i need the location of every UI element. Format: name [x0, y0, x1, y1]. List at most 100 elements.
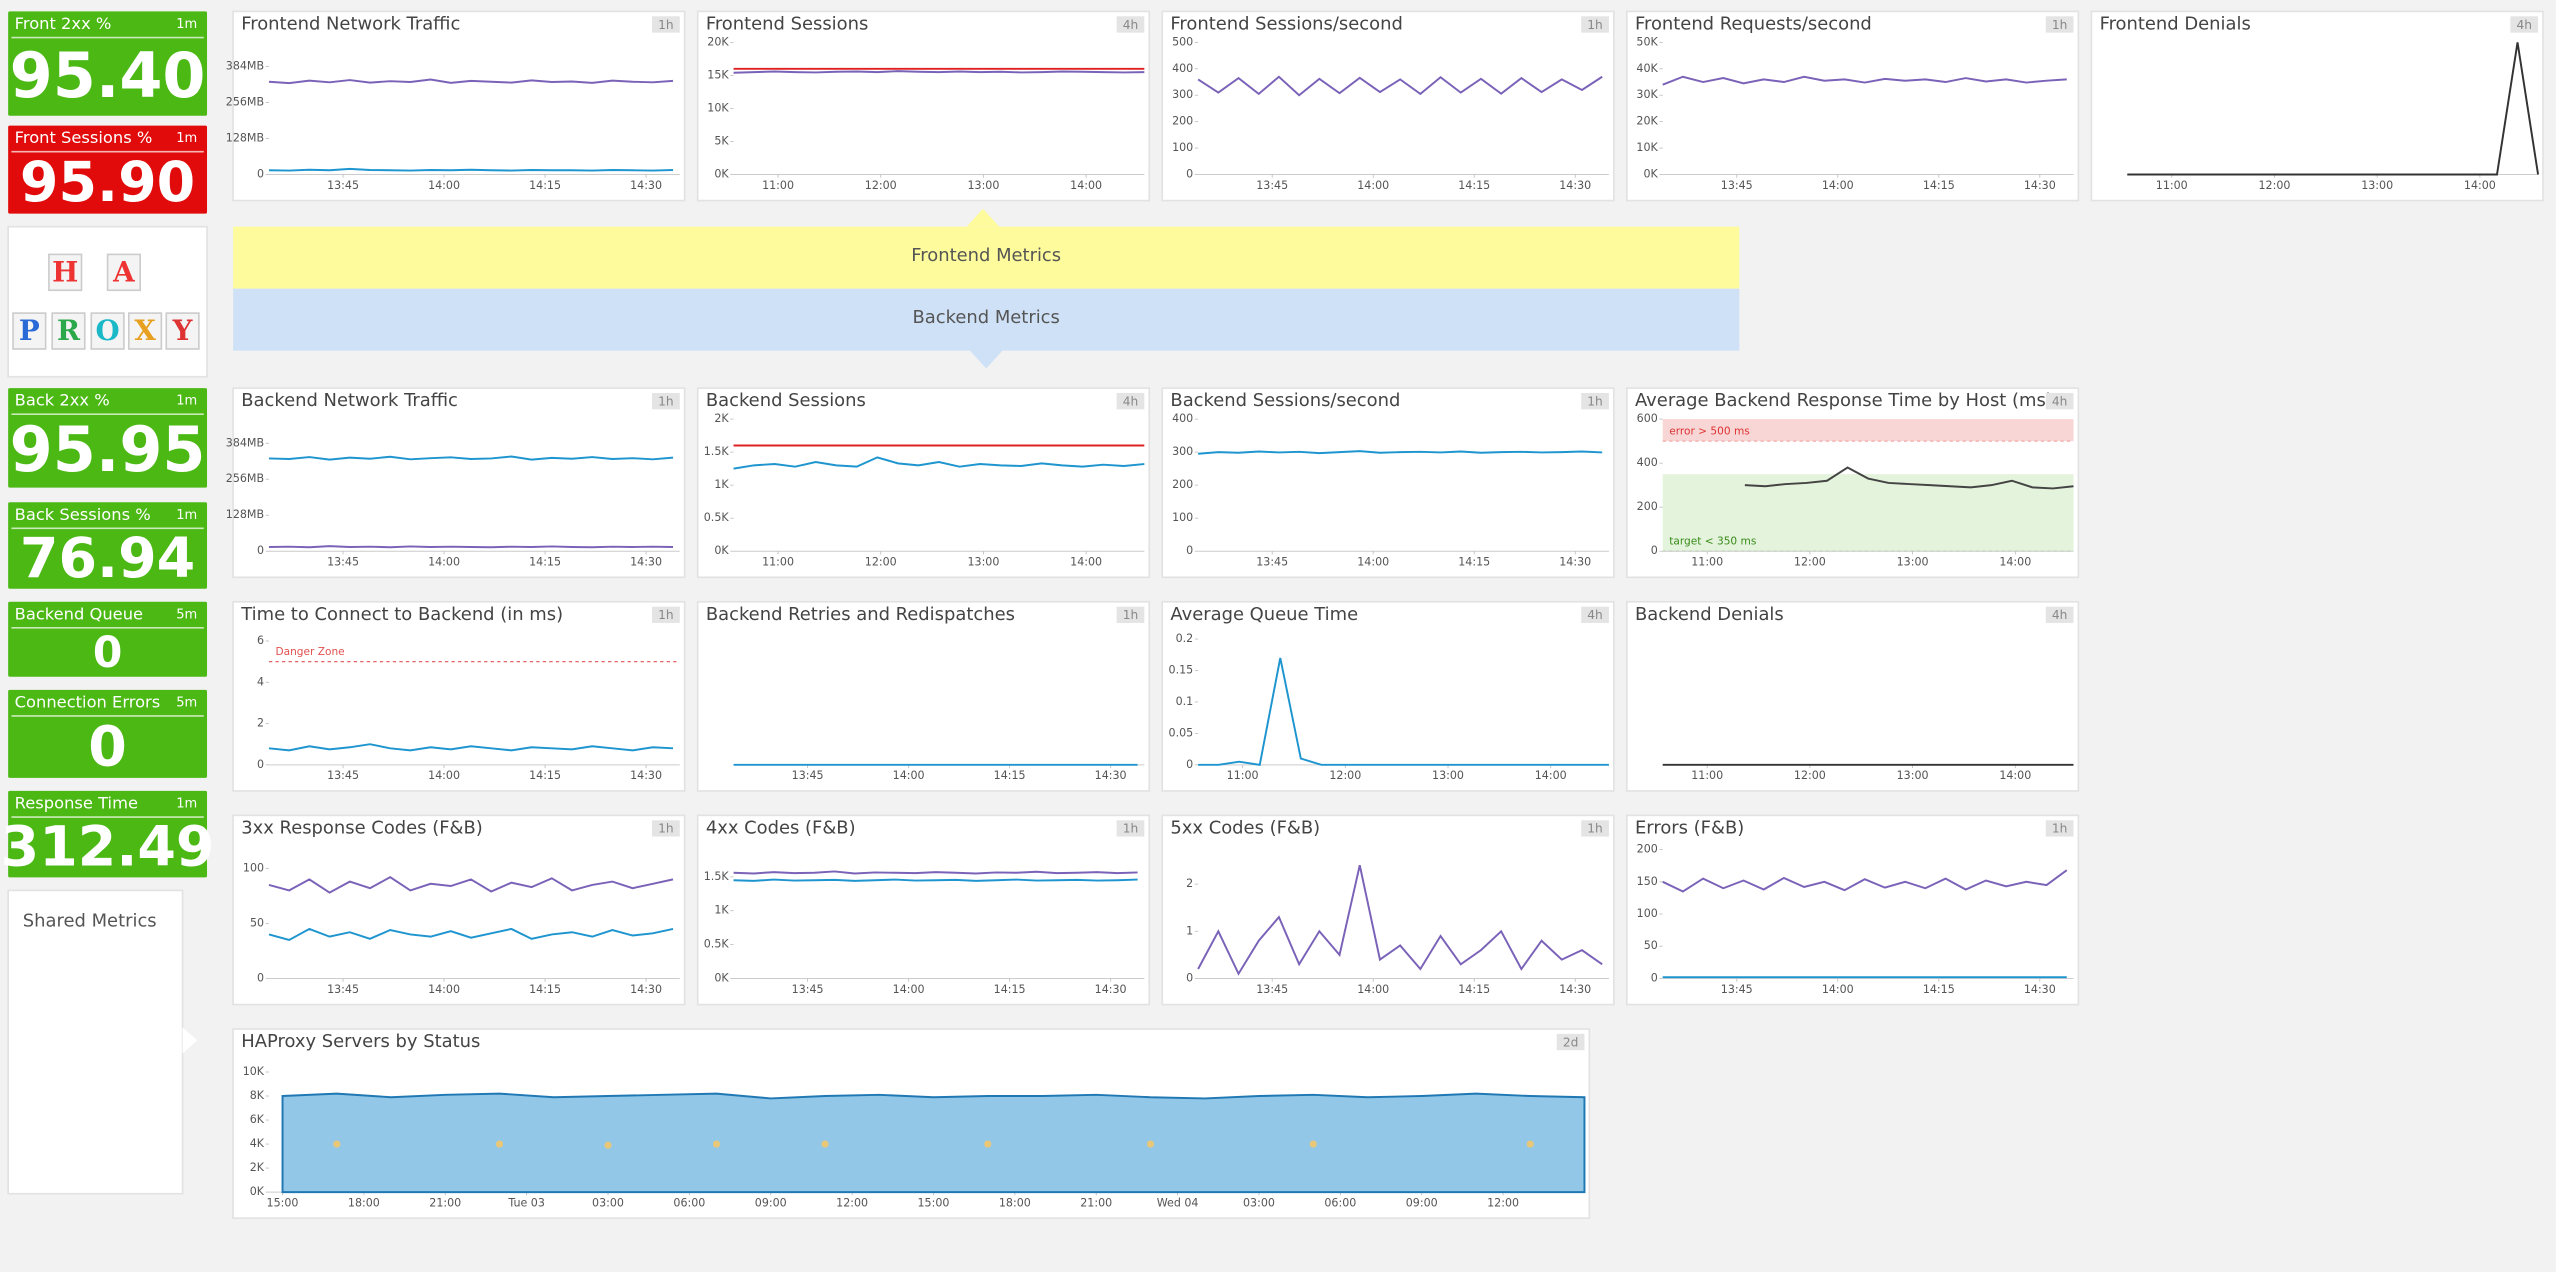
widget-badge-bg	[652, 820, 680, 837]
x-tick-label: 14:15	[529, 983, 561, 996]
data-point	[604, 1141, 612, 1149]
x-tick-label: 11:00	[762, 556, 794, 569]
widget-title: 3xx Response Codes (F&B)	[241, 817, 483, 838]
x-tick-label: 14:15	[1923, 179, 1955, 192]
x-tick-label: 06:00	[673, 1197, 705, 1210]
note-tail	[966, 208, 1000, 227]
series-line	[1198, 450, 1603, 455]
y-tick-label: 150	[1637, 875, 1658, 888]
x-tick-label: 14:00	[893, 983, 925, 996]
marker-label: Danger Zone	[275, 646, 344, 658]
x-tick-label: 13:45	[792, 983, 824, 996]
logo-tile	[48, 253, 83, 292]
widget-title: HAProxy Servers by Status	[241, 1031, 480, 1052]
x-tick-label: 11:00	[2156, 179, 2188, 192]
x-tick-label: 14:30	[630, 983, 662, 996]
x-tick-label: 13:45	[1721, 983, 1753, 996]
x-tick-label: 14:30	[2024, 179, 2056, 192]
series-line	[1197, 865, 1603, 976]
widget-badge: 1h	[658, 608, 674, 622]
y-tick-label: 400	[1172, 62, 1193, 75]
y-tick-label: 500	[1172, 35, 1193, 48]
widget-badge: 1h	[2052, 18, 2068, 32]
y-tick-label: 0	[257, 544, 264, 557]
x-tick-label: 14:30	[630, 556, 662, 569]
x-tick-label: 13:00	[2361, 179, 2393, 192]
y-tick-label: 30K	[1636, 88, 1658, 101]
widget-badge: 1m	[176, 394, 197, 409]
timeseries-widget	[1161, 600, 1615, 792]
widget-badge: 1m	[176, 17, 197, 32]
y-tick-label: 100	[1172, 511, 1193, 524]
y-tick-label: 0	[1186, 758, 1193, 771]
data-point	[333, 1140, 341, 1148]
x-tick-label: 14:30	[1559, 179, 1591, 192]
x-tick-label: 14:15	[529, 556, 561, 569]
x-tick-label: 14:00	[1822, 179, 1854, 192]
timeseries-widget	[696, 814, 1151, 1006]
note-tail	[182, 1027, 198, 1054]
widget-badge: 1h	[1587, 18, 1603, 32]
timeseries-widget	[1626, 10, 2080, 202]
timeseries-widget	[1626, 600, 2080, 792]
y-tick-label: 0	[257, 758, 264, 771]
widget-badge-bg	[1116, 16, 1145, 33]
series-line	[733, 870, 1138, 875]
widget-value: 312.49	[1, 816, 215, 880]
x-tick-label: 14:15	[1458, 179, 1490, 192]
widget-badge-bg	[652, 393, 680, 410]
y-tick-label: 256MB	[226, 96, 264, 109]
y-tick-label: 384MB	[226, 436, 264, 449]
x-tick-label: 14:30	[2024, 983, 2056, 996]
x-tick-label: 14:30	[1559, 983, 1591, 996]
logo-letter: R	[57, 314, 81, 347]
logo-tile	[165, 312, 200, 350]
y-tick-label: 1K	[714, 478, 729, 491]
series-line	[1662, 869, 2068, 893]
y-tick-label: 0	[1186, 167, 1193, 180]
x-tick-label: 14:00	[1822, 983, 1854, 996]
y-tick-label: 1K	[714, 904, 729, 917]
widget-title: Frontend Network Traffic	[241, 13, 460, 34]
y-tick-label: 0K	[1643, 167, 1658, 180]
y-tick-label: 40K	[1636, 62, 1658, 75]
y-tick-label: 300	[1172, 88, 1193, 101]
y-tick-label: 15K	[707, 68, 729, 81]
logo-box	[7, 225, 208, 378]
x-tick-label: 14:00	[428, 179, 460, 192]
threshold-band	[1662, 419, 2074, 442]
x-tick-label: 13:45	[1256, 179, 1288, 192]
x-tick-label: 15:00	[267, 1197, 299, 1210]
widget-title: Backend Network Traffic	[241, 390, 458, 411]
series-line	[268, 545, 674, 549]
x-tick-label: 06:00	[1324, 1197, 1356, 1210]
widget-value: 0	[93, 628, 122, 677]
widget-badge-bg	[1581, 16, 1609, 33]
logo: H A P R O X Y	[12, 253, 200, 350]
widget-badge-bg	[1116, 606, 1145, 623]
y-tick-label: 0.15	[1169, 663, 1194, 676]
timeseries-widget	[1161, 814, 1615, 1006]
y-tick-label: 200	[1637, 843, 1658, 856]
widget-title: Front 2xx %	[15, 14, 112, 33]
widget-title: Connection Errors	[15, 692, 161, 711]
series-line	[733, 878, 1138, 882]
x-tick-label: 11:00	[762, 179, 794, 192]
x-tick-label: 13:00	[1897, 769, 1929, 782]
x-tick-label: 14:00	[1999, 769, 2031, 782]
series-line	[733, 70, 1145, 74]
widget-badge: 1h	[1587, 822, 1603, 836]
x-tick-label: 14:15	[529, 769, 561, 782]
x-tick-label: 14:00	[1357, 556, 1389, 569]
y-tick-label: 400	[1637, 456, 1658, 469]
logo-tile	[127, 312, 163, 350]
widget-badge-bg	[2045, 606, 2074, 623]
logo-letter: A	[112, 255, 135, 288]
x-tick-label: 14:00	[1070, 179, 1102, 192]
x-tick-label: 13:45	[1256, 556, 1288, 569]
y-tick-label: 0	[1651, 544, 1658, 557]
x-tick-label: 12:00	[865, 179, 897, 192]
y-tick-label: 0K	[714, 971, 729, 984]
y-tick-label: 2	[257, 717, 264, 730]
timeseries-widget	[1626, 814, 2080, 1006]
